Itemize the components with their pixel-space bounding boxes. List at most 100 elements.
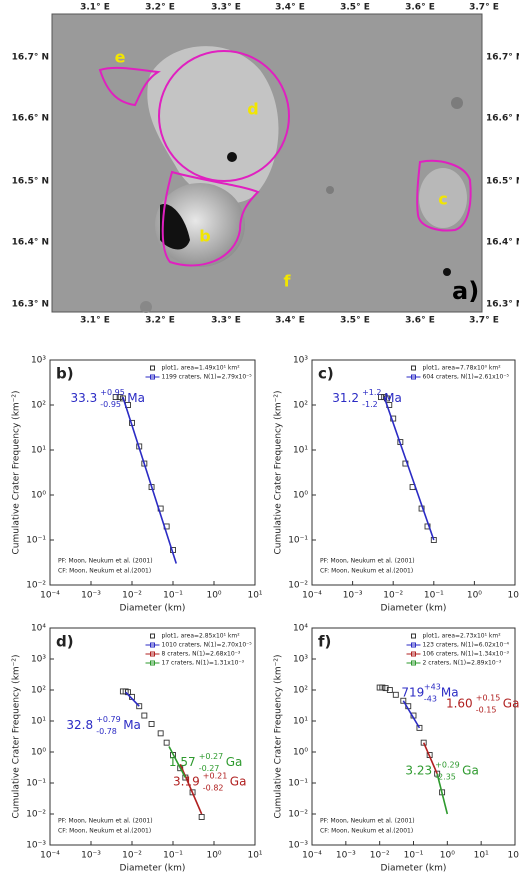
x-tick-label: 10⁻³ <box>336 851 356 861</box>
fit-line <box>402 700 421 729</box>
lat-label: 16.3° N <box>486 300 519 310</box>
x-tick-label: 10⁻⁴ <box>302 591 322 601</box>
plot-frame <box>311 359 516 586</box>
data-point <box>136 703 143 710</box>
footnote: PF: Moon, Neukum et al. (2001) <box>320 818 415 825</box>
x-tick-label: 10¹ <box>247 851 262 861</box>
crater <box>443 268 451 276</box>
lon-label: 3.4° E <box>275 316 305 326</box>
lat-label: 16.6° N <box>486 114 519 124</box>
age-plus: +0.95 <box>100 388 125 397</box>
age-plus: +0.79 <box>96 715 121 724</box>
age-unit: Ga <box>503 696 519 710</box>
age-plus: +0.27 <box>199 752 224 761</box>
x-tick-label: 10⁻¹ <box>424 591 444 601</box>
age-unit: Ma <box>127 391 145 405</box>
x-tick-label: 10¹ <box>474 851 489 861</box>
data-point <box>116 394 123 401</box>
data-point <box>379 684 386 691</box>
footnote: CF: Moon, Neukum et al.(2001) <box>320 828 413 835</box>
chart: 10⁻⁴10⁻³10⁻²10⁻¹10⁰10¹10²10⁻³10⁻²10⁻¹10⁰… <box>274 624 519 874</box>
legend-marker <box>150 374 155 380</box>
fit-line <box>122 396 178 564</box>
legend-label: 1010 craters, N(1)=2.70x10⁻⁵ <box>162 642 253 649</box>
x-tick-label: 10⁰ <box>206 591 221 601</box>
x-tick-label: 10⁰ <box>467 591 482 601</box>
lon-label: 3.4° E <box>275 3 305 13</box>
age-value: 32.8 <box>66 718 93 732</box>
legend-marker <box>150 365 155 371</box>
plot-frame <box>49 627 256 846</box>
chart: 10⁻⁴ 10⁻³ 10⁻² 10⁻¹ 10⁰ 10¹ 10⁻² 10⁻¹ 10⁰ 10¹ 10² 1… <box>12 356 263 614</box>
y-tick-label: 10⁻¹ <box>288 779 308 789</box>
y-tick-label: 10⁻² <box>26 810 46 820</box>
panel-label: b) <box>56 365 74 383</box>
age-minus: -1.2 <box>362 400 378 409</box>
fit-line <box>383 396 435 541</box>
data-point <box>378 394 384 401</box>
fit-line <box>125 691 140 707</box>
age-minus: -43 <box>424 695 437 704</box>
legend-label: plot1, area=2.85x10¹ km² <box>162 633 241 640</box>
legend-label: 604 craters, N(1)=2.61x10⁻⁵ <box>423 374 510 381</box>
age-plus: +43 <box>424 683 441 692</box>
data-point <box>430 537 437 543</box>
y-tick-label: 10⁻¹ <box>26 779 46 789</box>
age-minus: -0.27 <box>199 764 220 773</box>
lat-label: 16.5° N <box>486 177 519 187</box>
region-label: d <box>247 100 258 119</box>
panel-label: d) <box>56 633 74 651</box>
legend-label: 106 craters, N(1)=1.34x10⁻³ <box>423 651 510 658</box>
lon-label: 3.2° E <box>145 3 175 13</box>
y-tick-label: 10⁰ <box>31 491 46 501</box>
legend-marker <box>411 374 416 380</box>
panel-label: f) <box>318 633 331 651</box>
age-value: 719 <box>401 686 424 700</box>
age-unit: Ga <box>226 755 243 769</box>
age-plus: +1.2 <box>362 388 381 397</box>
x-tick-label: 10² <box>507 851 519 861</box>
age-minus: -2.35 <box>435 773 456 782</box>
y-tick-label: 10² <box>31 401 46 411</box>
x-tick-label: 10⁻⁴ <box>40 851 60 861</box>
age-minus: -0.78 <box>96 727 117 736</box>
data-point <box>163 739 170 746</box>
region-label: b <box>199 227 210 246</box>
lon-label: 3.7° E <box>469 3 499 13</box>
lat-label: 16.7° N <box>12 53 49 63</box>
age-unit: Ma <box>123 718 141 732</box>
y-axis-label: Cumulative Crater Frequency (km⁻²) <box>274 390 284 554</box>
data-point <box>157 730 164 737</box>
y-tick-label: 10¹ <box>293 717 308 727</box>
x-tick-label: 10⁻² <box>122 851 142 861</box>
data-point <box>148 721 155 727</box>
y-tick-label: 10² <box>31 686 46 696</box>
x-tick-label: 10⁻² <box>122 591 142 601</box>
legend-label: 8 craters, N(1)=2.68x10⁻³ <box>162 651 241 658</box>
lat-label: 16.3° N <box>12 300 49 310</box>
region-label: e <box>115 48 126 67</box>
legend-marker <box>150 642 155 648</box>
y-tick-label: 10⁻¹ <box>288 536 308 546</box>
legend-label: 17 craters, N(1)=1.31x10⁻³ <box>162 660 245 667</box>
lon-label: 3.3° E <box>211 316 241 326</box>
y-tick-label: 10² <box>293 401 308 411</box>
x-axis-label: Diameter (km) <box>381 864 447 874</box>
legend-marker <box>411 365 416 371</box>
x-tick-label: 10⁻¹ <box>404 851 424 861</box>
y-tick-label: 10³ <box>293 356 308 366</box>
age-value: 33.3 <box>71 391 98 405</box>
data-point <box>119 395 126 402</box>
map-panel <box>51 13 483 313</box>
chart: 10⁻⁴ 10⁻³ 10⁻² 10⁻¹ 10⁰ 10¹ 10⁻² 10⁻¹ 10⁰ 10¹ 10² 1… <box>274 356 519 614</box>
legend-marker <box>411 642 416 648</box>
legend-marker <box>411 660 416 666</box>
y-tick-label: 10⁴ <box>293 624 308 634</box>
fit-line <box>422 742 438 774</box>
y-tick-label: 10⁻³ <box>26 841 46 851</box>
lon-label: 3.2° E <box>145 316 175 326</box>
x-tick-label: 10⁻² <box>370 851 390 861</box>
y-tick-label: 10⁰ <box>293 748 308 758</box>
